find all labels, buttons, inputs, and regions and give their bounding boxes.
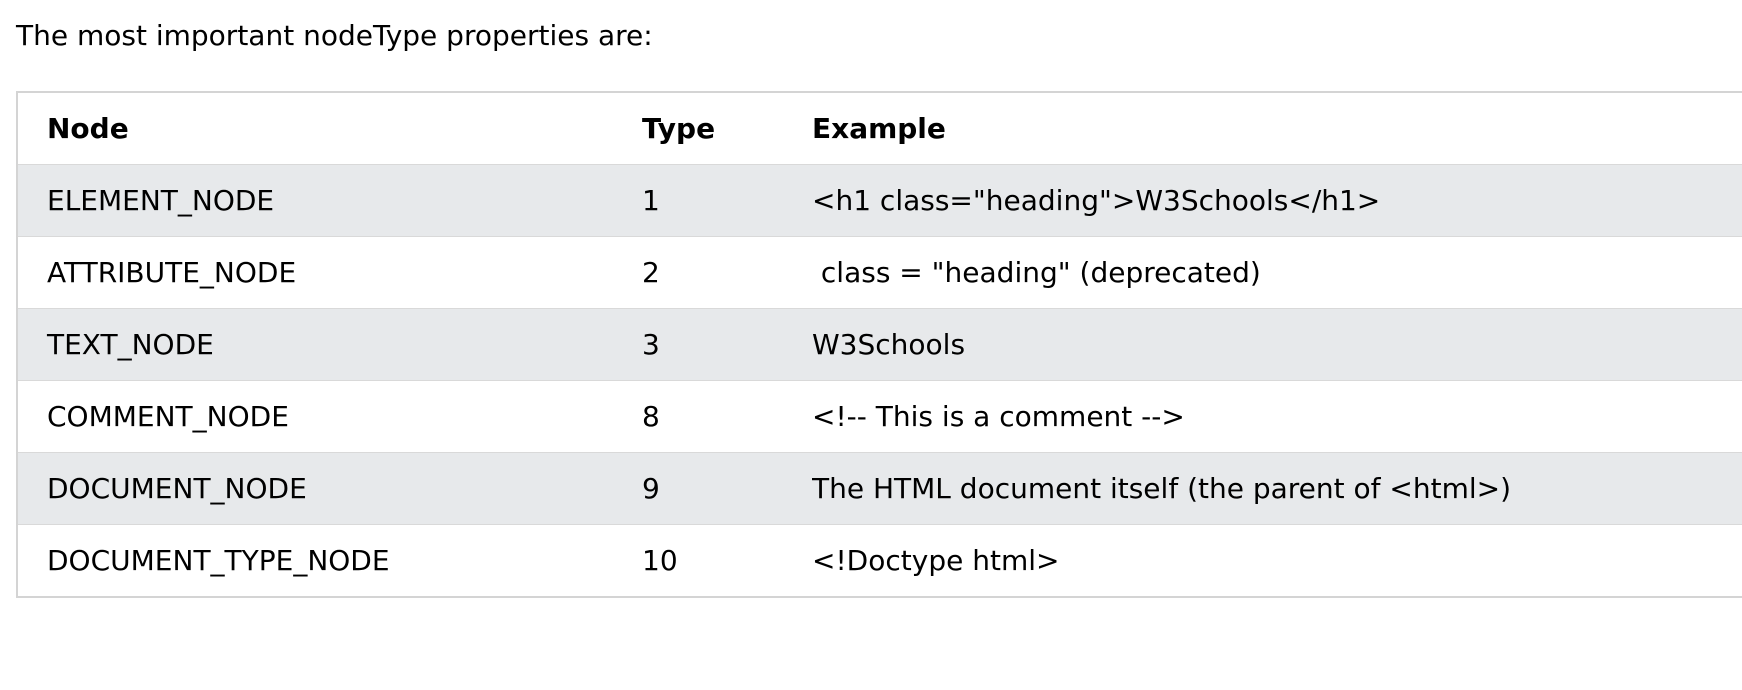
table-row: ELEMENT_NODE 1 <h1 class="heading">W3Sch… [18,164,1742,237]
cell-example: <!Doctype html> [812,544,1060,577]
cell-node: COMMENT_NODE [47,400,289,433]
header-node: Node [47,112,129,145]
cell-type: 1 [642,184,660,217]
cell-type: 3 [642,328,660,361]
cell-type: 8 [642,400,660,433]
cell-node: ELEMENT_NODE [47,184,275,217]
cell-node: DOCUMENT_NODE [47,472,307,505]
header-example: Example [812,112,946,145]
table-row: DOCUMENT_TYPE_NODE 10 <!Doctype html> [18,524,1742,597]
cell-example: <h1 class="heading">W3Schools</h1> [812,184,1381,217]
table-header-row: Node Type Example [18,93,1742,165]
cell-type: 10 [642,544,678,577]
cell-type: 2 [642,256,660,289]
cell-example: class = "heading" (deprecated) [812,256,1261,289]
intro-text: The most important nodeType properties a… [16,19,653,52]
cell-example: <!-- This is a comment --> [812,400,1185,433]
cell-node: DOCUMENT_TYPE_NODE [47,544,390,577]
nodetype-table: Node Type Example ELEMENT_NODE 1 <h1 cla… [16,91,1742,598]
cell-example: The HTML document itself (the parent of … [812,472,1512,505]
table-row: COMMENT_NODE 8 <!-- This is a comment --… [18,380,1742,453]
table-row: DOCUMENT_NODE 9 The HTML document itself… [18,452,1742,525]
cell-node: TEXT_NODE [47,328,214,361]
table-row: TEXT_NODE 3 W3Schools [18,308,1742,381]
header-type: Type [642,112,716,145]
cell-node: ATTRIBUTE_NODE [47,256,297,289]
cell-example: W3Schools [812,328,966,361]
table-row: ATTRIBUTE_NODE 2 class = "heading" (depr… [18,236,1742,309]
cell-type: 9 [642,472,660,505]
